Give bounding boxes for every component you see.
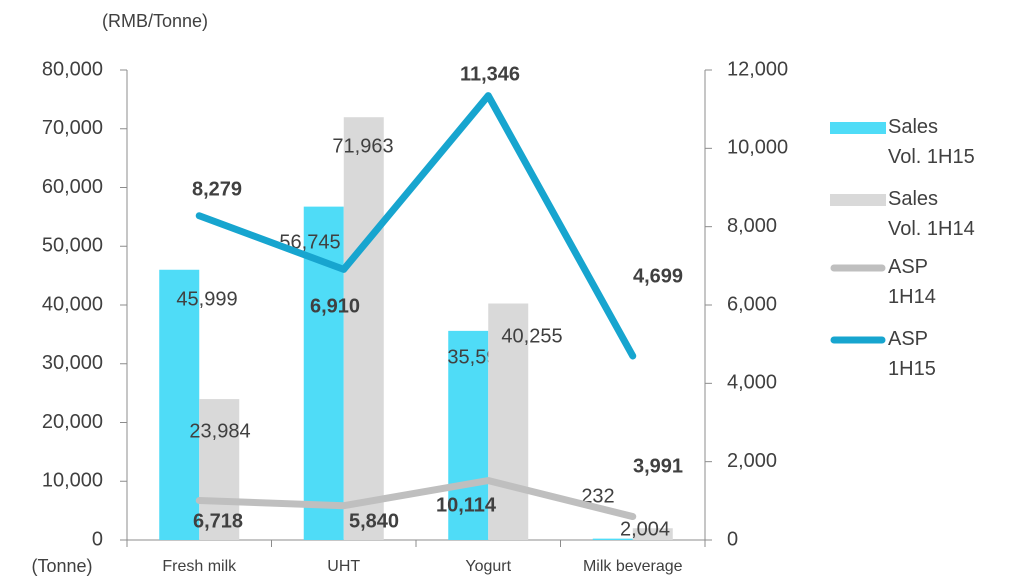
legend-swatch (830, 194, 886, 206)
y-axis-label: (Tonne) (31, 556, 92, 576)
data-label: 11,346 (460, 63, 520, 85)
bar (488, 303, 529, 540)
x-tick-label: UHT (327, 558, 360, 575)
y-tick-label: 70,000 (42, 117, 103, 139)
data-label: 71,963 (332, 135, 393, 157)
y-tick-label: 50,000 (42, 235, 103, 257)
bar (343, 117, 384, 540)
y2-tick-label: 10,000 (727, 137, 788, 159)
data-label: 6,910 (310, 295, 360, 317)
data-label: 5,840 (349, 510, 399, 532)
data-label: 10,114 (436, 494, 497, 516)
line (195, 92, 637, 360)
bar (632, 528, 673, 540)
y-tick-label: 20,000 (42, 411, 103, 433)
y2-tick-label: 8,000 (727, 215, 777, 237)
y-tick-label: 80,000 (42, 58, 103, 80)
data-label: 45,999 (176, 288, 237, 310)
bar (592, 538, 633, 540)
x-tick-label: Yogurt (465, 558, 511, 575)
bar (159, 269, 200, 540)
bar (199, 399, 240, 540)
data-label: 6,718 (193, 510, 243, 532)
x-tick-label: Milk beverage (583, 558, 683, 575)
data-label: 232 (581, 485, 614, 507)
legend-swatch (830, 122, 886, 134)
legend-label: ASP 1H15 (888, 328, 936, 380)
legend-label: ASP 1H14 (888, 256, 936, 308)
data-label: 40,255 (501, 325, 562, 347)
y-tick-label: 60,000 (42, 176, 103, 198)
y-tick-label: 10,000 (42, 470, 103, 492)
data-label: 2,004 (620, 518, 670, 540)
y2-tick-label: 4,000 (727, 372, 777, 394)
legend-label: Sales Vol. 1H14 (888, 188, 975, 240)
bar (448, 330, 489, 540)
data-label: 23,984 (189, 420, 250, 442)
data-label: 3,991 (633, 455, 683, 477)
y2-axis-label: (RMB/Tonne) (102, 11, 208, 31)
y2-tick-label: 0 (727, 528, 738, 550)
y2-tick-label: 12,000 (727, 58, 788, 80)
y-tick-label: 40,000 (42, 293, 103, 315)
y-tick-label: 30,000 (42, 352, 103, 374)
x-tick-label: Fresh milk (162, 558, 237, 575)
legend-label: Sales Vol. 1H15 (888, 116, 975, 168)
y2-tick-label: 6,000 (727, 293, 777, 315)
data-label: 8,279 (192, 178, 242, 200)
y2-tick-label: 2,000 (727, 450, 777, 472)
y-tick-label: 0 (92, 528, 103, 550)
data-label: 4,699 (633, 265, 683, 287)
line (195, 477, 637, 521)
